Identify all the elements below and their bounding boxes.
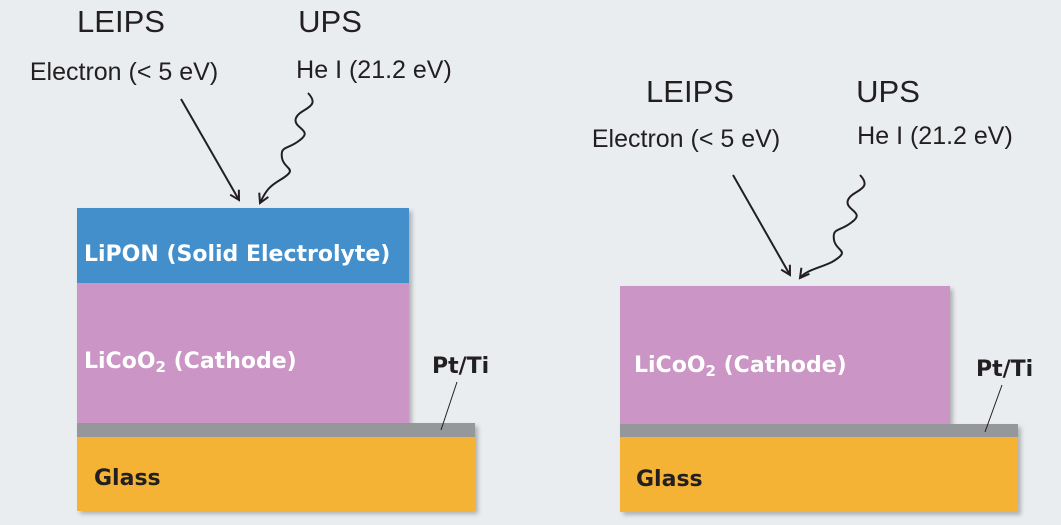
photon-wave-arrow-icon <box>260 92 314 203</box>
left-leips-subtitle: Electron (< 5 eV) <box>30 58 218 86</box>
left-leips-title: LEIPS <box>77 4 165 39</box>
glass-layer <box>77 423 475 511</box>
licoo2-label: LiCoO2 (Cathode) <box>84 349 297 376</box>
left-panel: LEIPS Electron (< 5 eV) UPS He I (21.2 e… <box>30 4 489 511</box>
right-leips-subtitle: Electron (< 5 eV) <box>592 125 780 153</box>
left-ups-title: UPS <box>298 4 362 39</box>
right-leips-title: LEIPS <box>646 74 734 109</box>
electron-arrow-icon <box>732 174 790 275</box>
glass-label: Glass <box>636 467 703 492</box>
electron-arrow-icon <box>180 98 239 200</box>
pt-ti-leader-line <box>984 384 1003 433</box>
pt-ti-label: Pt/Ti <box>976 357 1033 382</box>
lipon-layer <box>77 208 409 283</box>
pt-ti-layer <box>620 424 1018 437</box>
photon-wave-arrow-icon <box>800 174 866 278</box>
glass-layer <box>620 424 1018 512</box>
pt-ti-leader-line <box>440 381 458 431</box>
right-panel: LEIPS Electron (< 5 eV) UPS He I (21.2 e… <box>592 74 1033 512</box>
licoo2-label: LiCoO2 (Cathode) <box>634 353 847 380</box>
left-ups-subtitle: He I (21.2 eV) <box>296 56 452 84</box>
right-ups-title: UPS <box>856 74 920 109</box>
right-ups-subtitle: He I (21.2 eV) <box>857 122 1013 150</box>
pt-ti-label: Pt/Ti <box>432 354 489 379</box>
lipon-label: LiPON (Solid Electrolyte) <box>84 242 390 267</box>
pt-ti-layer <box>77 423 475 437</box>
glass-label: Glass <box>94 466 161 491</box>
licoo2-layer <box>620 286 950 424</box>
